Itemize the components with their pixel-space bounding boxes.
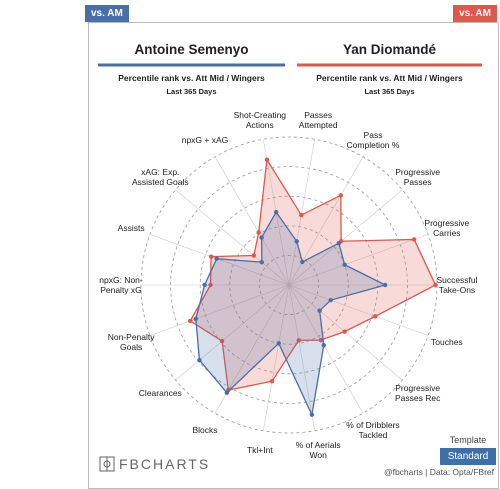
- spoke: [288, 284, 429, 336]
- radar-point: [224, 390, 230, 395]
- player-name: Antoine Semenyo: [134, 42, 249, 57]
- radar-point: [342, 262, 347, 267]
- radar-point: [188, 318, 193, 324]
- logo-icon: [103, 460, 111, 468]
- player-name: Yan Diomandé: [342, 42, 437, 57]
- radar-point: [219, 338, 225, 344]
- radar-point: [197, 357, 202, 363]
- period: Last 365 Days: [364, 87, 415, 96]
- logo: FBCHARTS: [119, 456, 211, 472]
- subtitle: Percentile rank vs. Att Mid / Wingers: [118, 73, 265, 83]
- axis-label: npxG + xAG: [181, 134, 229, 145]
- radar-point: [411, 237, 417, 242]
- radar-point: [193, 316, 199, 322]
- left-tag: vs. AM: [85, 5, 129, 22]
- radar-point: [338, 193, 343, 198]
- radar-point: [259, 235, 264, 240]
- spoke: [288, 284, 364, 414]
- axis-label: Non-Penalty Goals: [107, 332, 155, 353]
- radar-point: [256, 230, 261, 235]
- axis-label: Tkl+Int: [246, 445, 273, 456]
- radar-point: [317, 308, 322, 313]
- spoke: [214, 156, 290, 286]
- axis-label: Touches: [431, 337, 463, 348]
- axis-label: Pass Completion %: [346, 129, 400, 150]
- spoke: [175, 284, 290, 381]
- radar-point: [269, 378, 275, 384]
- radar-point: [321, 343, 326, 348]
- axis-label: Progressive Passes Rec: [395, 382, 441, 403]
- radar-point: [296, 338, 301, 343]
- radar-point: [276, 341, 281, 346]
- axis-label: % of Dribblers Tackled: [346, 420, 400, 441]
- radar-point: [299, 212, 304, 218]
- axis-label: Successful Take-Ons: [436, 275, 478, 295]
- radar-point: [208, 254, 214, 259]
- period: Last 365 Days: [166, 87, 217, 96]
- spoke: [263, 284, 290, 431]
- axis-label: Blocks: [192, 425, 218, 436]
- radar-point: [264, 157, 270, 162]
- radar-point: [318, 337, 324, 343]
- template-button[interactable]: Standard: [440, 448, 496, 465]
- radar-point: [373, 314, 378, 319]
- spoke: [288, 139, 315, 286]
- radar-point: [433, 282, 438, 288]
- radar-point: [336, 240, 342, 246]
- spoke: [288, 284, 315, 431]
- radar-point: [294, 239, 299, 244]
- radar-point: [259, 259, 264, 265]
- axis-label: xAG: Exp. Assisted Goals: [131, 167, 189, 187]
- radar-point: [214, 256, 219, 261]
- right-tag: vs. AM: [453, 5, 497, 22]
- spoke: [288, 189, 403, 286]
- axis-label: Clearances: [138, 387, 182, 398]
- spoke: [288, 234, 429, 286]
- axis-label: % of Aerials Won: [295, 440, 341, 461]
- radar-point: [208, 282, 213, 288]
- radar-point: [251, 253, 257, 258]
- card: [88, 22, 499, 489]
- subtitle: Percentile rank vs. Att Mid / Wingers: [316, 73, 463, 83]
- axis-label: Progressive Carries: [424, 217, 470, 238]
- radar-point: [342, 329, 347, 334]
- axis-label: Progressive Passes: [395, 167, 441, 187]
- credit: @fbcharts | Data: Opta/FBref: [383, 467, 494, 477]
- axis-label: Assists: [117, 222, 145, 233]
- axis-label: Passes Attempted: [298, 109, 338, 130]
- spoke: [175, 189, 290, 286]
- radar-point: [328, 297, 333, 303]
- radar-point: [202, 282, 207, 288]
- template-label: Template: [449, 435, 487, 445]
- radar-point: [300, 259, 305, 265]
- spoke: [149, 234, 290, 286]
- radar-point: [383, 282, 388, 288]
- radar-point: [309, 412, 315, 417]
- radar-point: [273, 209, 279, 215]
- spoke: [149, 284, 290, 336]
- axis-label: npxG: Non- Penalty xG: [99, 275, 143, 295]
- axis-label: Shot-Creating Actions: [233, 109, 287, 130]
